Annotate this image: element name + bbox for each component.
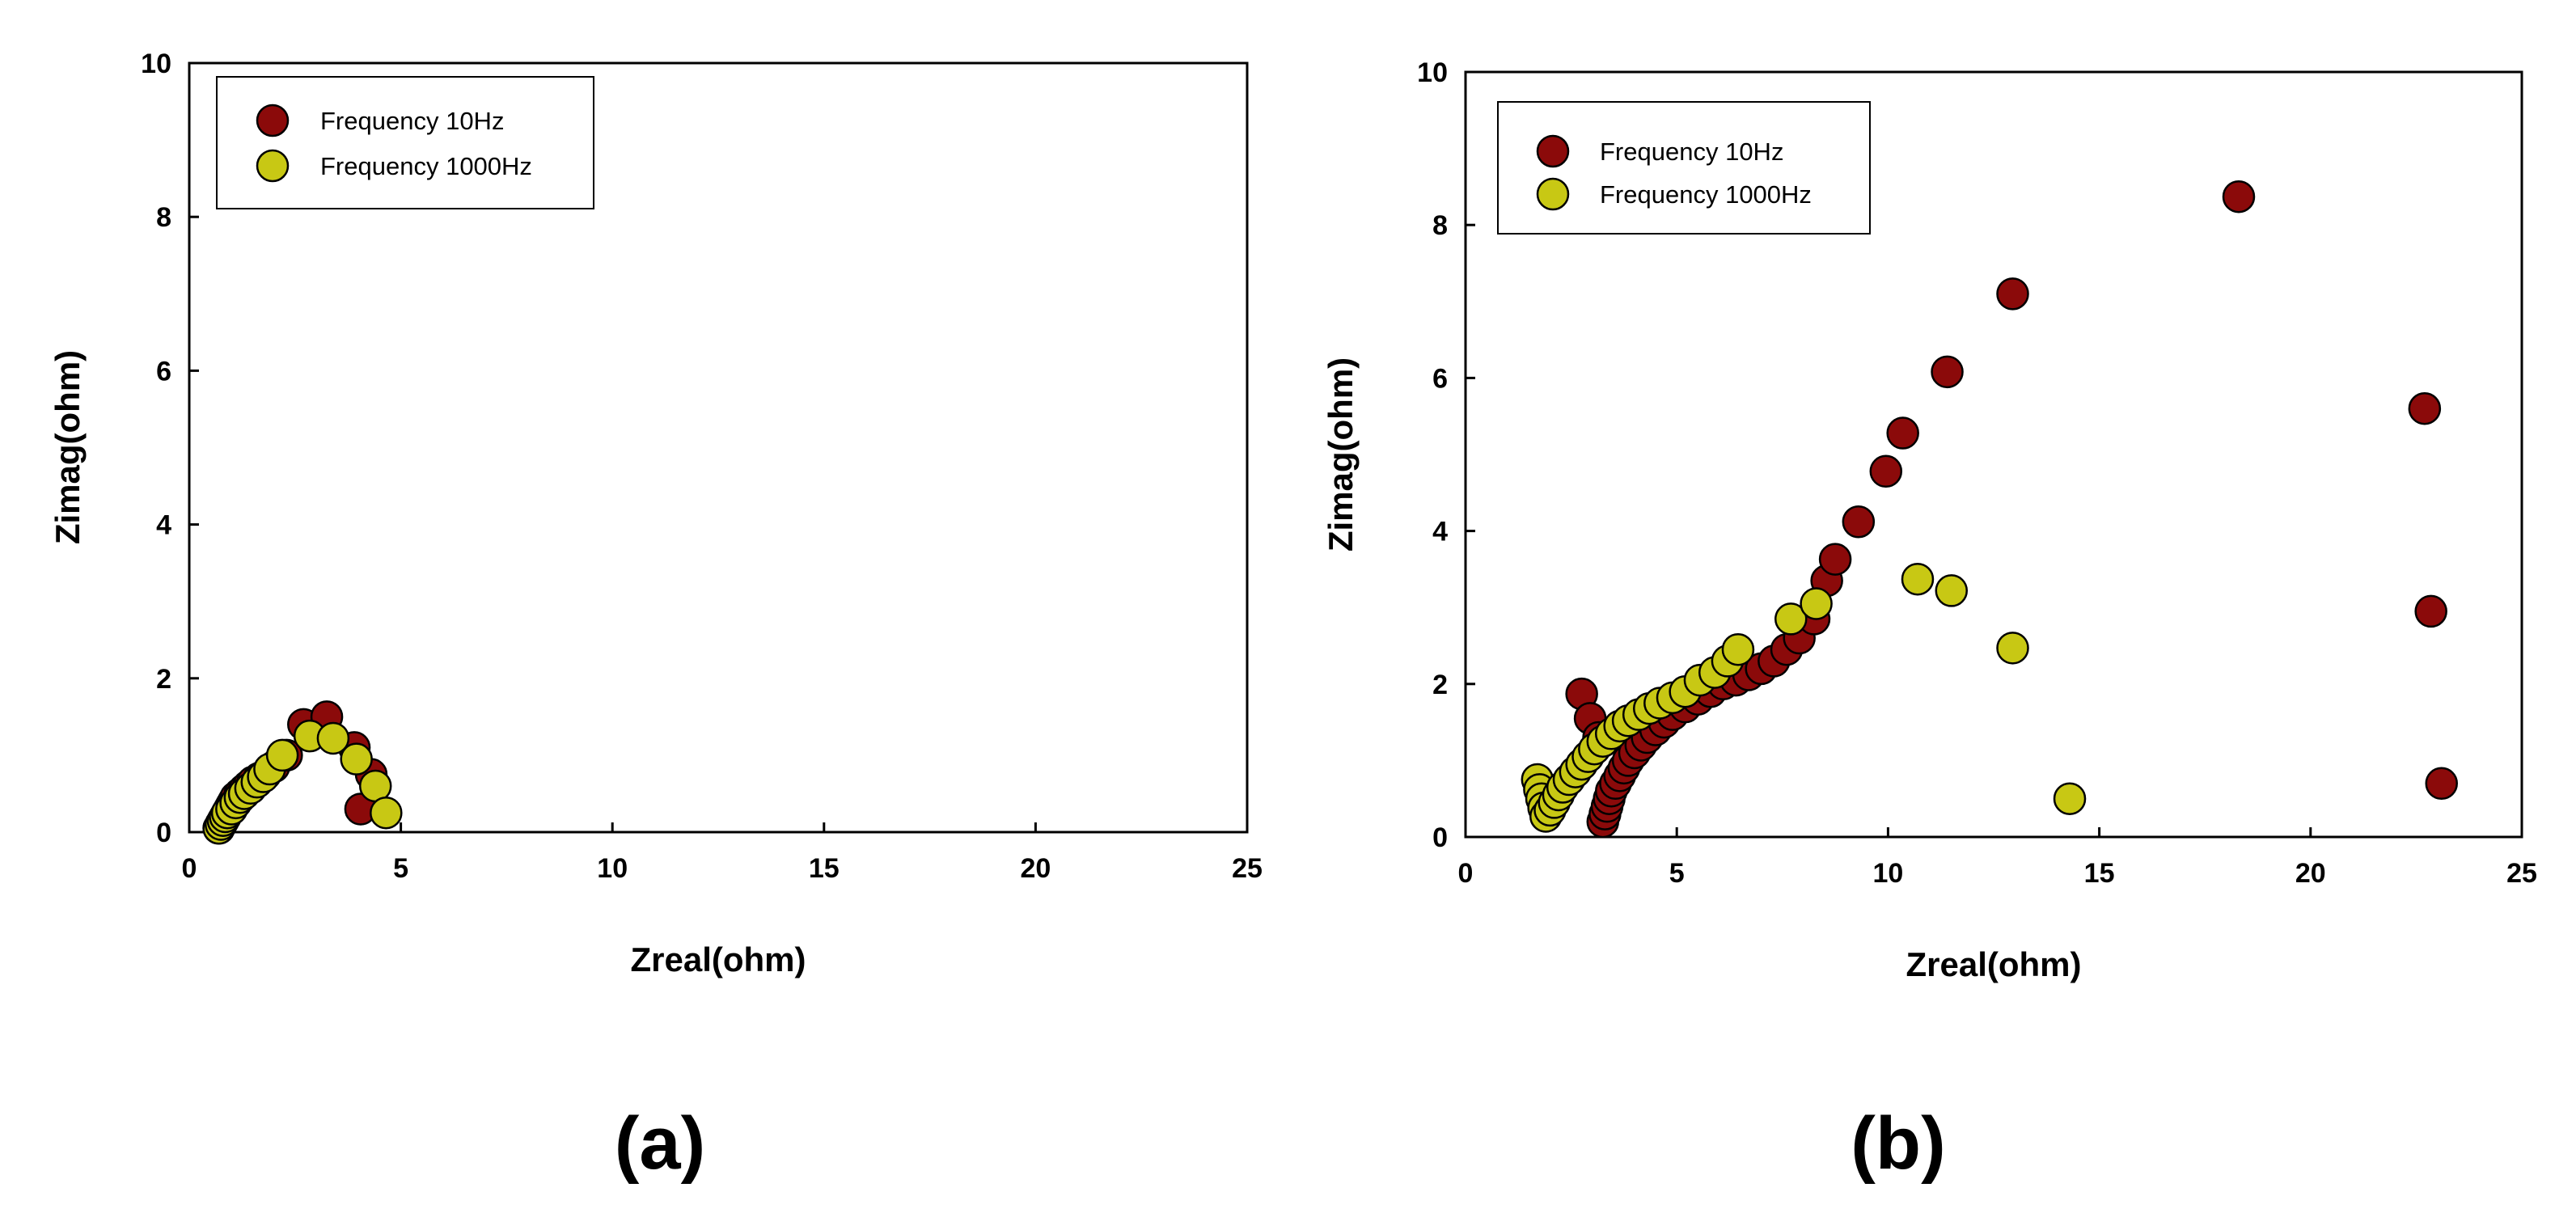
data-point-10hz <box>1886 416 1919 450</box>
panel-a-legend-marker-1000hz <box>256 149 290 183</box>
panel-b-legend-label-1000hz: Frequency 1000Hz <box>1600 180 1812 209</box>
data-point-10hz <box>1931 355 1964 389</box>
y-tick-label: 6 <box>1432 363 1448 394</box>
panel-a-legend-label-10hz: Frequency 10Hz <box>320 107 504 135</box>
data-point-1000hz <box>316 721 350 755</box>
x-tick-label: 5 <box>1669 858 1685 889</box>
data-point-1000hz <box>340 742 373 776</box>
x-tick-label: 10 <box>1872 858 1903 889</box>
x-tick-label: 25 <box>1232 853 1263 884</box>
y-tick-label: 0 <box>1432 822 1448 853</box>
panel-a-ticks: 0 5 10 15 20 25 0 2 4 6 8 10 <box>141 49 1263 884</box>
panel-a-legend-marker-10hz <box>256 104 290 137</box>
data-point-10hz <box>1996 277 2029 311</box>
data-point-10hz <box>2408 391 2442 425</box>
data-point-1000hz <box>1774 602 1808 636</box>
panel-b-legend-box <box>1497 101 1871 235</box>
x-tick-label: 10 <box>597 853 628 884</box>
data-point-1000hz <box>1935 574 1969 607</box>
y-tick-label: 10 <box>141 49 171 79</box>
panel-b-legend-marker-10hz <box>1536 134 1570 168</box>
panel-b-y-axis-title: Zimag(ohm) <box>1322 357 1360 552</box>
x-tick-label: 0 <box>1458 858 1474 889</box>
y-tick-label: 2 <box>1432 670 1448 700</box>
data-point-1000hz <box>265 738 299 772</box>
y-tick-label: 2 <box>156 664 171 695</box>
panel-b-legend-label-10hz: Frequency 10Hz <box>1600 137 1783 166</box>
panel-a-x-axis-title: Zreal(ohm) <box>630 940 806 978</box>
x-tick-label: 20 <box>1020 853 1051 884</box>
y-tick-label: 8 <box>1432 210 1448 241</box>
panel-b-legend-marker-1000hz <box>1536 177 1570 211</box>
x-tick-label: 0 <box>182 853 197 884</box>
panel-b-legend: Frequency 10Hz Frequency 1000Hz <box>1497 101 1871 235</box>
y-tick-label: 4 <box>1432 517 1448 547</box>
panel-a-label: (a) <box>615 1102 705 1185</box>
data-point-1000hz <box>2053 782 2087 815</box>
data-point-1000hz <box>370 796 403 830</box>
y-tick-label: 10 <box>1417 57 1448 88</box>
panel-a-y-axis-title: Zimag(ohm) <box>49 350 87 544</box>
data-point-10hz <box>1869 454 1903 488</box>
x-tick-label: 20 <box>2295 858 2326 889</box>
panel-a-legend-box <box>216 76 594 209</box>
x-tick-label: 25 <box>2506 858 2537 889</box>
data-point-1000hz <box>1996 632 2029 665</box>
panel-b-label: (b) <box>1851 1102 1945 1185</box>
data-point-1000hz <box>1901 562 1935 596</box>
y-tick-label: 8 <box>156 202 171 233</box>
panel-b-x-axis-title: Zreal(ohm) <box>1906 945 2081 983</box>
x-tick-label: 15 <box>809 853 840 884</box>
data-point-10hz <box>2222 180 2256 213</box>
data-point-1000hz <box>1721 632 1755 666</box>
y-tick-label: 0 <box>156 818 171 848</box>
y-tick-label: 4 <box>156 510 171 541</box>
data-point-10hz <box>1818 543 1852 576</box>
data-point-10hz <box>1842 505 1876 539</box>
panel-a-points <box>202 700 403 845</box>
panel-a-legend-label-1000hz: Frequency 1000Hz <box>320 152 532 180</box>
data-point-10hz <box>2414 594 2447 628</box>
y-tick-label: 6 <box>156 356 171 387</box>
panel-b-ticks: 0 5 10 15 20 25 0 2 4 6 8 10 <box>1417 57 2537 889</box>
x-tick-label: 15 <box>2084 858 2115 889</box>
data-point-10hz <box>2425 767 2458 801</box>
x-tick-label: 5 <box>393 853 408 884</box>
panel-b-points <box>1521 180 2458 839</box>
panel-a-legend: Frequency 10Hz Frequency 1000Hz <box>216 76 594 209</box>
data-point-1000hz <box>1800 587 1833 620</box>
